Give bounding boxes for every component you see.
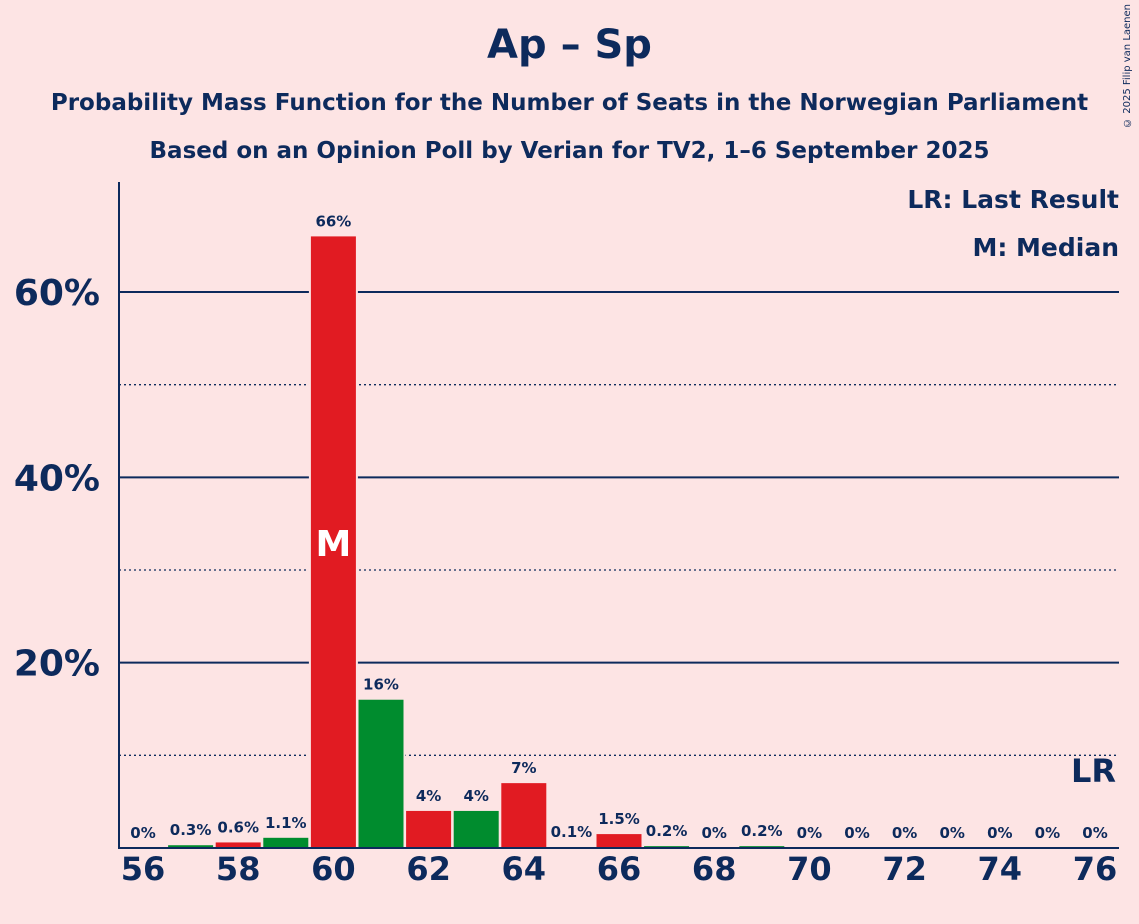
x-tick-label: 76 <box>1073 850 1118 888</box>
data-label: 0% <box>701 824 726 842</box>
data-label: 0.2% <box>741 822 783 840</box>
bar <box>310 236 356 848</box>
chart-title: Ap – Sp <box>487 22 652 68</box>
data-label: 0% <box>797 824 822 842</box>
data-label: 0% <box>892 824 917 842</box>
bar <box>358 699 404 848</box>
x-tick-label: 60 <box>311 850 356 888</box>
legend-median: M: Median <box>972 233 1119 262</box>
x-tick-label: 66 <box>597 850 642 888</box>
bar <box>263 837 309 848</box>
x-tick-label: 64 <box>502 850 547 888</box>
x-tick-label: 58 <box>216 850 261 888</box>
bar <box>596 834 642 848</box>
data-label: 7% <box>511 759 536 777</box>
bar-halo <box>737 844 787 848</box>
data-label: 0% <box>844 824 869 842</box>
median-marker: M <box>315 524 351 565</box>
data-label: 0.3% <box>170 821 212 839</box>
data-label: 0% <box>1082 824 1107 842</box>
data-label: 16% <box>363 676 399 694</box>
chart-subtitle-poll: Based on an Opinion Poll by Verian for T… <box>149 138 990 164</box>
x-tick-label: 68 <box>692 850 737 888</box>
data-label: 4% <box>416 787 441 805</box>
x-tick-label: 62 <box>406 850 451 888</box>
x-tick-label: 56 <box>121 850 166 888</box>
last-result-marker: LR <box>1071 752 1116 790</box>
bar <box>406 810 452 848</box>
data-label: 0.2% <box>646 822 688 840</box>
data-label: 0% <box>939 824 964 842</box>
data-label: 0% <box>130 824 155 842</box>
data-label: 66% <box>315 212 351 230</box>
x-tick-label: 70 <box>787 850 832 888</box>
bar <box>168 845 214 848</box>
y-tick-label: 40% <box>14 458 100 499</box>
data-label: 0% <box>1035 824 1060 842</box>
data-label: 4% <box>463 787 488 805</box>
bar <box>215 842 261 848</box>
legend-last-result: LR: Last Result <box>907 185 1119 214</box>
data-label: 1.5% <box>598 810 640 828</box>
y-tick-label: 60% <box>14 273 100 314</box>
data-label: 1.1% <box>265 814 307 832</box>
data-label: 0.1% <box>551 823 593 841</box>
chart-subtitle: Probability Mass Function for the Number… <box>50 90 1089 116</box>
x-tick-label: 72 <box>882 850 927 888</box>
bar-halo <box>546 845 596 848</box>
data-label: 0% <box>987 824 1012 842</box>
y-tick-label: 20% <box>14 644 100 685</box>
bar <box>501 783 547 848</box>
data-label: 0.6% <box>217 818 259 836</box>
x-tick-label: 74 <box>978 850 1023 888</box>
bar <box>453 810 499 848</box>
bar-halo <box>642 844 692 848</box>
